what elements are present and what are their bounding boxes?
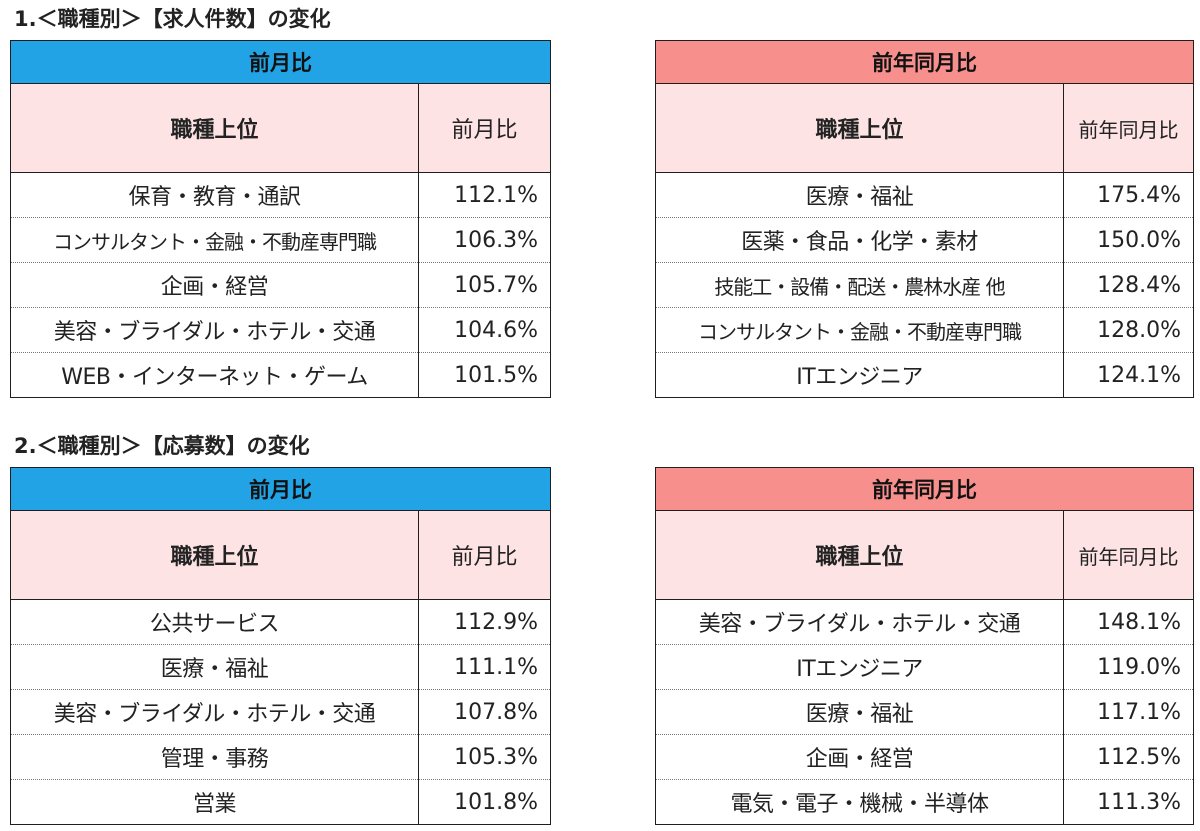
column-header-value: 前月比 [418,83,551,173]
table-row: WEB・インターネット・ゲーム 101.5% [10,352,551,398]
table-row: 企画・経営 112.5% [655,734,1194,780]
value-cell: 105.7% [418,262,551,308]
table-row: 管理・事務 105.3% [10,734,551,780]
section-title-applications: 2.＜職種別＞【応募数】の変化 [14,434,310,458]
value-cell: 111.1% [418,644,551,690]
table-row: ITエンジニア 119.0% [655,644,1194,690]
category-cell: 医療・福祉 [655,172,1064,218]
table-row: 美容・ブライダル・ホテル・交通 148.1% [655,599,1194,645]
column-header-value: 前年同月比 [1063,83,1194,173]
band-label: 前年同月比 [655,40,1194,84]
category-cell: ITエンジニア [655,352,1064,398]
value-cell: 148.1% [1063,599,1194,645]
value-cell: 112.1% [418,172,551,218]
value-cell: 105.3% [418,734,551,780]
table-applications-yoy: 前年同月比 職種上位 前年同月比 美容・ブライダル・ホテル・交通 148.1% … [655,467,1194,825]
table-row: 技能工・設備・配送・農林水産 他 128.4% [655,262,1194,308]
column-header-category: 職種上位 [10,510,419,600]
value-cell: 117.1% [1063,689,1194,735]
table-row: 医療・福祉 111.1% [10,644,551,690]
value-cell: 150.0% [1063,217,1194,263]
table-row: 電気・電子・機械・半導体 111.3% [655,779,1194,825]
column-header-value: 前月比 [418,510,551,600]
column-header-category: 職種上位 [655,83,1064,173]
value-cell: 104.6% [418,307,551,353]
category-cell: 医療・福祉 [655,689,1064,735]
value-cell: 112.5% [1063,734,1194,780]
category-cell: WEB・インターネット・ゲーム [10,352,419,398]
table-row: 営業 101.8% [10,779,551,825]
band-label: 前月比 [10,40,551,84]
category-cell: ITエンジニア [655,644,1064,690]
category-cell: 美容・ブライダル・ホテル・交通 [10,689,419,735]
table-row: 公共サービス 112.9% [10,599,551,645]
table-row: ITエンジニア 124.1% [655,352,1194,398]
value-cell: 111.3% [1063,779,1194,825]
category-cell: 保育・教育・通訳 [10,172,419,218]
table-row: コンサルタント・金融・不動産専門職 106.3% [10,217,551,263]
category-cell: 美容・ブライダル・ホテル・交通 [655,599,1064,645]
column-header-category: 職種上位 [10,83,419,173]
value-cell: 101.5% [418,352,551,398]
category-cell: 企画・経営 [10,262,419,308]
table-row: 保育・教育・通訳 112.1% [10,172,551,218]
value-cell: 112.9% [418,599,551,645]
section-title-job-postings: 1.＜職種別＞【求人件数】の変化 [14,7,331,31]
column-header-value: 前年同月比 [1063,510,1194,600]
category-cell: コンサルタント・金融・不動産専門職 [655,307,1064,353]
value-cell: 124.1% [1063,352,1194,398]
table-job-postings-yoy: 前年同月比 職種上位 前年同月比 医療・福祉 175.4% 医薬・食品・化学・素… [655,40,1194,398]
table-job-postings-mom: 前月比 職種上位 前月比 保育・教育・通訳 112.1% コンサルタント・金融・… [10,40,551,398]
table-row: 企画・経営 105.7% [10,262,551,308]
value-cell: 175.4% [1063,172,1194,218]
value-cell: 119.0% [1063,644,1194,690]
table-row: 美容・ブライダル・ホテル・交通 104.6% [10,307,551,353]
table-row: 医療・福祉 175.4% [655,172,1194,218]
table-row: 医薬・食品・化学・素材 150.0% [655,217,1194,263]
category-cell: 医療・福祉 [10,644,419,690]
category-cell: 管理・事務 [10,734,419,780]
category-cell: 企画・経営 [655,734,1064,780]
value-cell: 128.4% [1063,262,1194,308]
column-header-category: 職種上位 [655,510,1064,600]
table-row: 美容・ブライダル・ホテル・交通 107.8% [10,689,551,735]
category-cell: 営業 [10,779,419,825]
band-label: 前年同月比 [655,467,1194,511]
category-cell: 電気・電子・機械・半導体 [655,779,1064,825]
value-cell: 101.8% [418,779,551,825]
table-applications-mom: 前月比 職種上位 前月比 公共サービス 112.9% 医療・福祉 111.1% … [10,467,551,825]
value-cell: 106.3% [418,217,551,263]
category-cell: 美容・ブライダル・ホテル・交通 [10,307,419,353]
category-cell: コンサルタント・金融・不動産専門職 [10,217,419,263]
table-row: 医療・福祉 117.1% [655,689,1194,735]
category-cell: 医薬・食品・化学・素材 [655,217,1064,263]
value-cell: 128.0% [1063,307,1194,353]
value-cell: 107.8% [418,689,551,735]
category-cell: 技能工・設備・配送・農林水産 他 [655,262,1064,308]
table-row: コンサルタント・金融・不動産専門職 128.0% [655,307,1194,353]
category-cell: 公共サービス [10,599,419,645]
band-label: 前月比 [10,467,551,511]
